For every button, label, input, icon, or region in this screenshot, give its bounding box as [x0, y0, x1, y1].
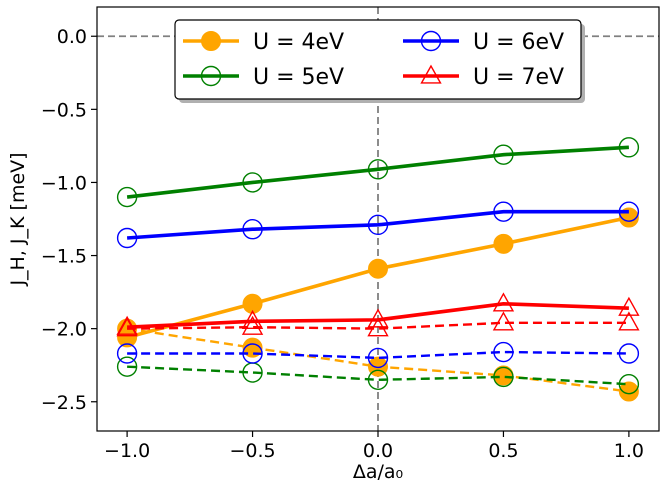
legend-label: U = 7eV — [473, 65, 564, 90]
series-6-point-2 — [367, 308, 389, 328]
series-6-point-4 — [618, 296, 640, 316]
series-6-point-0 — [116, 315, 138, 335]
series-2-point-4 — [618, 137, 640, 158]
y-tick-label: −1.5 — [41, 246, 87, 268]
series-1-point-4 — [618, 381, 639, 402]
y-tick-label: −1.0 — [41, 172, 87, 194]
series-5-point-1 — [242, 343, 263, 364]
series-7 — [116, 311, 640, 337]
legend-label: U = 4eV — [253, 30, 344, 55]
legend-marker — [420, 30, 442, 52]
x-tick-label: −1.0 — [104, 440, 150, 462]
series-0-point-3 — [493, 233, 514, 254]
x-axis-ticks: −1.0 −0.5 0.0 0.5 1.0 — [104, 431, 644, 462]
x-tick-label: 0.5 — [488, 440, 518, 462]
legend-box — [174, 19, 582, 100]
x-axis-label: Δa/a₀ — [353, 461, 403, 483]
x-tick-label: 1.0 — [614, 440, 644, 462]
legend-label: U = 5eV — [253, 65, 344, 90]
y-tick-label: −2.0 — [41, 319, 87, 341]
series-6-point-3 — [492, 292, 515, 312]
series-3-point-4 — [618, 374, 640, 395]
legend-marker — [200, 65, 222, 87]
series-2-point-3 — [493, 144, 514, 165]
series-3-point-0 — [116, 356, 138, 377]
series-7-point-1 — [241, 315, 264, 335]
series-3-point-2 — [367, 369, 389, 391]
legend: U = 4eV U = 6eV U = 5eV U = 7eV — [174, 19, 585, 103]
series-4-line — [126, 209, 629, 240]
series-4-point-2 — [367, 214, 389, 236]
y-tick-label: 0.0 — [57, 26, 87, 48]
y-axis-label: J_H, J_K [meV] — [7, 152, 29, 286]
series-2-point-1 — [242, 172, 263, 193]
series-0-point-1 — [242, 293, 263, 314]
legend-marker — [201, 31, 221, 51]
series-1-point-3 — [493, 365, 514, 386]
y-axis-ticks: 0.0 −0.5 −1.0 −1.5 −2.0 −2.5 — [41, 26, 97, 414]
series-2-point-2 — [367, 159, 389, 180]
legend-entry-2: U = 5eV — [183, 65, 344, 90]
series-2-point-0 — [116, 186, 138, 208]
series-2 — [116, 137, 640, 208]
series-0-point-2 — [368, 258, 388, 279]
x-tick-label: −0.5 — [229, 440, 275, 462]
y-tick-label: −2.5 — [41, 392, 87, 414]
series-2-line — [126, 145, 629, 199]
series-3 — [116, 356, 640, 395]
series-5-point-3 — [493, 341, 514, 363]
legend-entry-0: U = 4eV — [183, 30, 344, 55]
series-5-point-2 — [367, 347, 389, 369]
series-5-point-4 — [618, 343, 640, 364]
x-tick-label: 0.0 — [363, 440, 393, 462]
series-layer — [116, 137, 640, 402]
legend-marker — [420, 64, 442, 84]
y-tick-label: −0.5 — [41, 99, 87, 121]
series-3-point-3 — [493, 366, 514, 388]
series-4-point-0 — [116, 227, 138, 249]
series-4 — [116, 201, 640, 249]
series-6-point-1 — [241, 309, 264, 330]
series-5 — [116, 341, 640, 369]
series-7-point-0 — [116, 317, 138, 337]
legend-label: U = 6eV — [473, 30, 564, 55]
legend-entry-1: U = 6eV — [403, 30, 564, 55]
series-0 — [117, 207, 639, 348]
legend-entry-3: U = 7eV — [403, 64, 564, 90]
series-7-point-2 — [367, 317, 389, 337]
series-4-point-3 — [493, 201, 514, 222]
series-4-point-1 — [242, 219, 263, 240]
series-7-point-4 — [618, 311, 640, 331]
series-4-point-4 — [618, 201, 640, 222]
series-5-point-0 — [116, 343, 138, 364]
series-7-point-3 — [492, 311, 515, 331]
